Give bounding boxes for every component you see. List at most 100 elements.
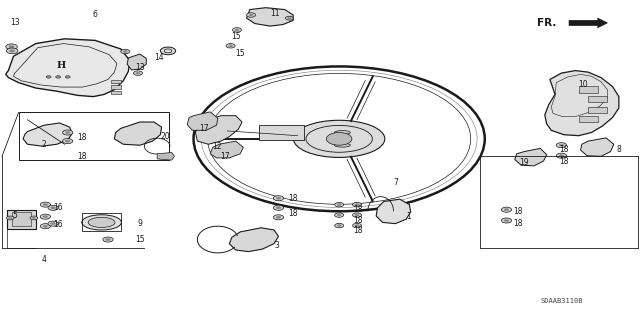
Circle shape <box>335 223 344 228</box>
Polygon shape <box>187 112 218 130</box>
Text: 18: 18 <box>353 226 363 235</box>
Circle shape <box>161 47 175 55</box>
Circle shape <box>276 197 281 199</box>
Circle shape <box>235 29 239 31</box>
Polygon shape <box>588 107 607 114</box>
Text: 11: 11 <box>271 9 280 18</box>
Circle shape <box>8 217 12 219</box>
Circle shape <box>51 223 55 225</box>
Polygon shape <box>111 85 121 89</box>
Circle shape <box>63 130 73 135</box>
Text: 18: 18 <box>513 219 523 228</box>
Text: 1: 1 <box>406 211 410 220</box>
Text: 4: 4 <box>42 255 47 264</box>
Circle shape <box>556 143 566 148</box>
Polygon shape <box>12 212 31 226</box>
Circle shape <box>103 237 113 242</box>
Circle shape <box>56 76 61 78</box>
Circle shape <box>504 219 509 222</box>
Text: 18: 18 <box>77 133 87 142</box>
Circle shape <box>65 131 70 134</box>
Circle shape <box>121 49 130 54</box>
Circle shape <box>501 218 511 223</box>
Text: 14: 14 <box>154 53 164 62</box>
Text: 15: 15 <box>231 32 241 41</box>
Polygon shape <box>569 18 607 28</box>
Polygon shape <box>7 210 36 229</box>
Circle shape <box>556 153 566 158</box>
Polygon shape <box>111 91 121 94</box>
Polygon shape <box>376 199 411 224</box>
Bar <box>19 113 169 160</box>
Circle shape <box>559 144 564 146</box>
Text: 17: 17 <box>221 152 230 161</box>
Circle shape <box>249 14 253 16</box>
Circle shape <box>335 202 344 207</box>
Polygon shape <box>195 116 242 144</box>
Text: 15: 15 <box>135 235 145 244</box>
Circle shape <box>124 50 127 53</box>
Text: 10: 10 <box>579 80 588 89</box>
Ellipse shape <box>334 137 350 141</box>
Circle shape <box>355 204 359 206</box>
Circle shape <box>65 140 70 142</box>
Circle shape <box>134 71 143 75</box>
Polygon shape <box>545 70 619 136</box>
Polygon shape <box>157 152 174 160</box>
Text: 18: 18 <box>289 209 298 218</box>
Circle shape <box>337 214 341 216</box>
Text: 5: 5 <box>12 211 17 219</box>
Polygon shape <box>229 228 278 252</box>
Circle shape <box>106 238 110 241</box>
Polygon shape <box>579 116 598 122</box>
Polygon shape <box>111 80 121 83</box>
Text: 6: 6 <box>93 11 98 19</box>
Circle shape <box>32 217 36 219</box>
Ellipse shape <box>294 120 385 158</box>
Circle shape <box>228 45 232 47</box>
Text: 13: 13 <box>10 19 20 27</box>
Text: H: H <box>57 61 66 70</box>
Circle shape <box>335 213 344 217</box>
Circle shape <box>355 214 359 216</box>
Text: 3: 3 <box>274 241 279 250</box>
Ellipse shape <box>82 215 122 230</box>
Text: SDAAB3110B: SDAAB3110B <box>540 298 583 304</box>
Text: 8: 8 <box>616 145 621 154</box>
Circle shape <box>504 209 509 211</box>
Polygon shape <box>127 54 147 70</box>
Circle shape <box>43 204 48 206</box>
Text: 18: 18 <box>77 152 87 161</box>
Polygon shape <box>210 141 243 158</box>
Circle shape <box>232 28 241 32</box>
Circle shape <box>40 202 51 207</box>
Ellipse shape <box>334 130 350 134</box>
Circle shape <box>136 72 140 74</box>
Circle shape <box>559 154 564 157</box>
Circle shape <box>273 196 284 201</box>
Circle shape <box>6 216 14 220</box>
Text: 20: 20 <box>161 132 170 141</box>
Ellipse shape <box>88 217 115 227</box>
Polygon shape <box>515 148 547 166</box>
Circle shape <box>43 225 48 227</box>
Circle shape <box>51 207 55 209</box>
Circle shape <box>10 49 15 52</box>
Circle shape <box>276 216 281 219</box>
Polygon shape <box>115 122 162 145</box>
Text: 16: 16 <box>53 220 63 229</box>
Circle shape <box>285 16 293 20</box>
Circle shape <box>353 223 362 228</box>
Circle shape <box>48 221 58 226</box>
Text: 13: 13 <box>135 63 145 72</box>
Text: 18: 18 <box>513 207 523 216</box>
Circle shape <box>337 204 341 206</box>
Circle shape <box>65 76 70 78</box>
Circle shape <box>9 46 14 48</box>
Text: 18: 18 <box>559 157 569 166</box>
Circle shape <box>6 44 17 50</box>
Ellipse shape <box>334 143 350 147</box>
Text: 18: 18 <box>353 216 363 225</box>
Polygon shape <box>579 86 598 93</box>
Circle shape <box>337 225 341 226</box>
